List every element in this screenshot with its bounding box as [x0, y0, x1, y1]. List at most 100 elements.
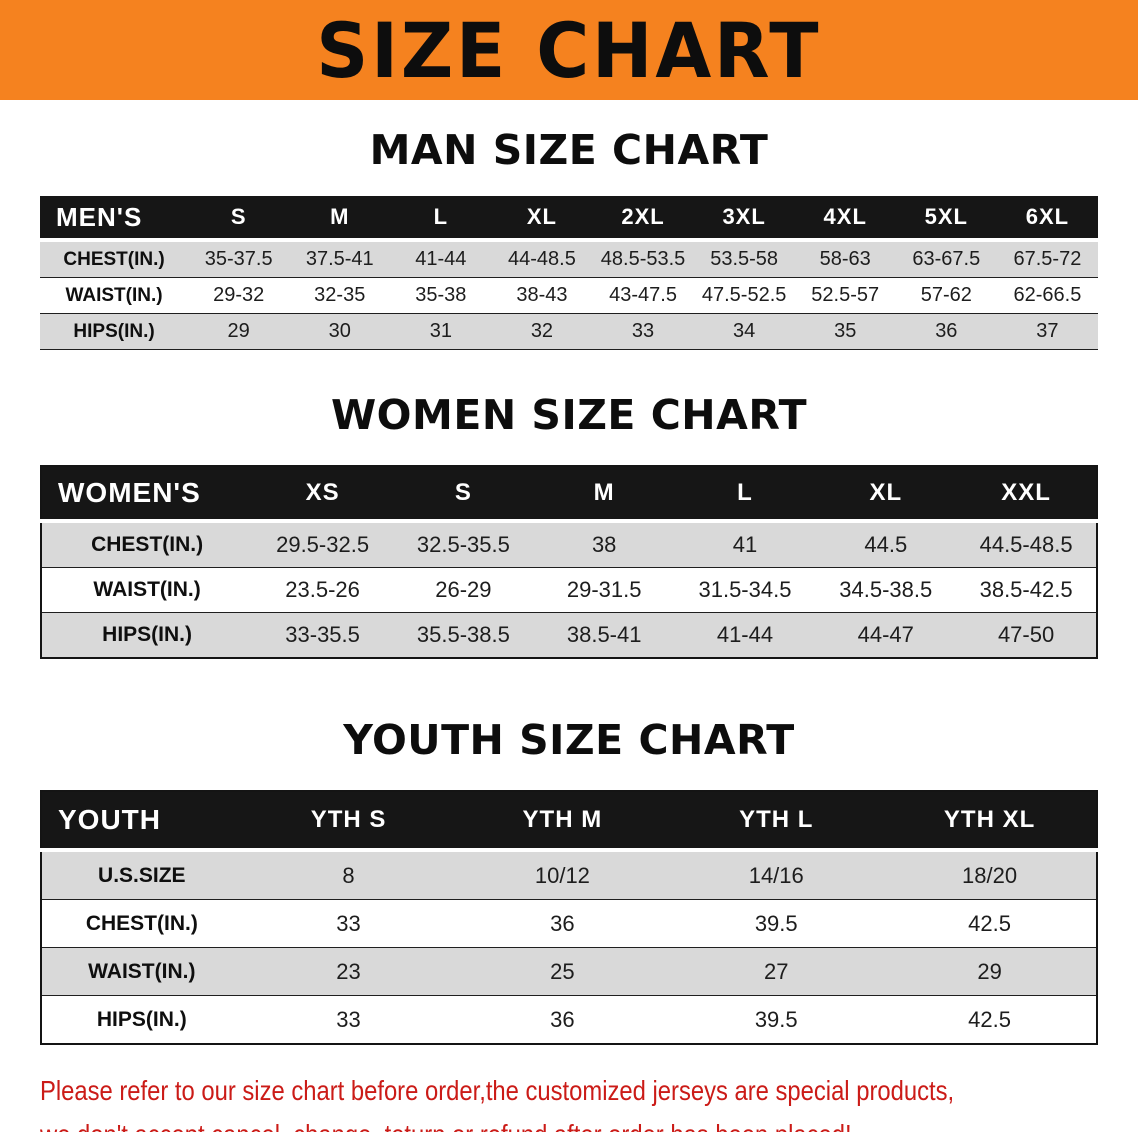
data-cell: 38.5-41	[533, 612, 675, 659]
row-label: HIPS(IN.)	[41, 612, 253, 659]
data-cell: 27	[669, 947, 884, 997]
data-cell: 39.5	[669, 995, 884, 1045]
row-label: WAIST(IN.)	[41, 567, 253, 614]
data-cell: 29.5-32.5	[252, 521, 393, 569]
data-cell: 44-47	[815, 612, 957, 659]
data-cell: 26-29	[392, 567, 534, 614]
row-label: WAIST(IN.)	[41, 947, 242, 997]
data-cell: 32-35	[289, 277, 391, 315]
man-size-chart: MEN'S S M L XL 2XL 3XL 4XL 5XL 6XL CHEST(IN.) 35-37…	[40, 196, 1098, 351]
data-cell: 42.5	[883, 995, 1097, 1045]
row-label: CHEST(IN.)	[41, 521, 253, 569]
size-header-cell: 3XL	[693, 196, 795, 243]
size-header-cell: YTH M	[455, 791, 670, 853]
size-header-cell: XL	[491, 196, 593, 243]
data-cell: 67.5-72	[996, 240, 1098, 279]
table-row: U.S.SIZE 8 10/12 14/16 18/20	[41, 850, 1097, 901]
data-cell: 29	[883, 947, 1097, 997]
man-size-chart-title: MAN SIZE CHART	[369, 126, 769, 174]
size-header-cell: S	[188, 196, 290, 243]
data-cell: 36	[455, 995, 670, 1045]
table-row: WAIST(IN.) 29-32 32-35 35-38 38-43 43-47.5 47.…	[40, 277, 1098, 315]
row-label: CHEST(IN.)	[40, 240, 189, 279]
youth-size-chart-title: YOUTH SIZE CHART	[343, 716, 795, 765]
data-cell: 42.5	[883, 899, 1097, 949]
row-label: HIPS(IN.)	[41, 995, 242, 1045]
data-cell: 23.5-26	[252, 567, 393, 614]
data-cell: 47-50	[956, 612, 1097, 659]
data-cell: 41-44	[390, 240, 492, 279]
notice-line-1: Please refer to our size chart before or…	[40, 1075, 955, 1107]
table-row: WAIST(IN.) 23 25 27 29	[41, 947, 1097, 997]
data-cell: 14/16	[669, 850, 884, 901]
data-cell: 44.5-48.5	[956, 521, 1097, 569]
data-cell: 44.5	[815, 521, 957, 569]
data-cell: 23	[241, 947, 456, 997]
data-cell: 57-62	[895, 277, 997, 315]
size-header-cell: S	[392, 466, 534, 524]
data-cell: 25	[455, 947, 670, 997]
size-header-cell: XS	[252, 466, 393, 524]
women-size-table-wrap: WOMEN'S XS S M L XL XXL CHEST(IN.) 29.5-32.5 32.5…	[40, 465, 1098, 660]
data-cell: 58-63	[794, 240, 896, 279]
row-label: WAIST(IN.)	[40, 277, 189, 315]
data-cell: 35.5-38.5	[392, 612, 534, 659]
data-cell: 62-66.5	[996, 277, 1098, 315]
data-cell: 52.5-57	[794, 277, 896, 315]
size-header-cell: M	[533, 466, 675, 524]
table-row: HIPS(IN.) 29 30 31 32 33 34 35 36 37	[40, 313, 1098, 351]
data-cell: 35-38	[390, 277, 492, 315]
size-header-cell: YTH S	[241, 791, 456, 853]
data-cell: 30	[289, 313, 391, 351]
table-title-cell: MEN'S	[40, 196, 189, 243]
banner-title: SIZE CHART	[316, 5, 822, 95]
data-cell: 33	[241, 995, 456, 1045]
size-header-cell: 4XL	[794, 196, 896, 243]
table-row: CHEST(IN.) 33 36 39.5 42.5	[41, 899, 1097, 949]
data-cell: 48.5-53.5	[592, 240, 694, 279]
data-cell: 36	[455, 899, 670, 949]
data-cell: 18/20	[883, 850, 1097, 901]
size-header-cell: XXL	[956, 466, 1097, 524]
youth-size-table-wrap: YOUTH YTH S YTH M YTH L YTH XL U.S.SIZE 8 10/12…	[40, 790, 1098, 1046]
youth-size-chart: YOUTH YTH S YTH M YTH L YTH XL U.S.SIZE 8 10/12…	[40, 790, 1098, 1046]
data-cell: 39.5	[669, 899, 884, 949]
data-cell: 53.5-58	[693, 240, 795, 279]
size-header-cell: L	[390, 196, 492, 243]
men-size-table-wrap: MEN'S S M L XL 2XL 3XL 4XL 5XL 6XL CHEST(IN.) 35-37…	[40, 196, 1098, 351]
data-cell: 31	[390, 313, 492, 351]
size-header-cell: YTH L	[669, 791, 884, 853]
table-title-cell: YOUTH	[41, 791, 242, 853]
data-cell: 63-67.5	[895, 240, 997, 279]
header-row: MEN'S S M L XL 2XL 3XL 4XL 5XL 6XL	[40, 196, 1098, 243]
data-cell: 41	[674, 521, 816, 569]
data-cell: 37	[996, 313, 1098, 351]
data-cell: 37.5-41	[289, 240, 391, 279]
data-cell: 10/12	[455, 850, 670, 901]
data-cell: 38-43	[491, 277, 593, 315]
table-row: HIPS(IN.) 33 36 39.5 42.5	[41, 995, 1097, 1045]
banner: SIZE CHART	[0, 0, 1138, 100]
size-header-cell: 2XL	[592, 196, 694, 243]
table-row: CHEST(IN.) 35-37.5 37.5-41 41-44 44-48.5 48.5…	[40, 240, 1098, 279]
table-title-cell: WOMEN'S	[41, 466, 253, 524]
data-cell: 41-44	[674, 612, 816, 659]
header-row: WOMEN'S XS S M L XL XXL	[41, 466, 1097, 524]
data-cell: 35	[794, 313, 896, 351]
table-row: WAIST(IN.) 23.5-26 26-29 29-31.5 31.5-34.5 34…	[41, 567, 1097, 614]
data-cell: 31.5-34.5	[674, 567, 816, 614]
notice-line-2: we don't accept cancel, change, teturn o…	[40, 1113, 973, 1132]
data-cell: 47.5-52.5	[693, 277, 795, 315]
table-row: HIPS(IN.) 33-35.5 35.5-38.5 38.5-41 41-44 44-…	[41, 612, 1097, 659]
data-cell: 29-31.5	[533, 567, 675, 614]
footer-notice: Please refer to our size chart before or…	[0, 1069, 1138, 1132]
table-row: CHEST(IN.) 29.5-32.5 32.5-35.5 38 41 44.5 44.5…	[41, 521, 1097, 569]
data-cell: 33	[241, 899, 456, 949]
data-cell: 33-35.5	[252, 612, 393, 659]
women-size-chart: WOMEN'S XS S M L XL XXL CHEST(IN.) 29.5-32.5 32.5…	[40, 465, 1098, 660]
data-cell: 29-32	[188, 277, 290, 315]
data-cell: 29	[188, 313, 290, 351]
data-cell: 8	[241, 850, 456, 901]
row-label: HIPS(IN.)	[40, 313, 189, 351]
